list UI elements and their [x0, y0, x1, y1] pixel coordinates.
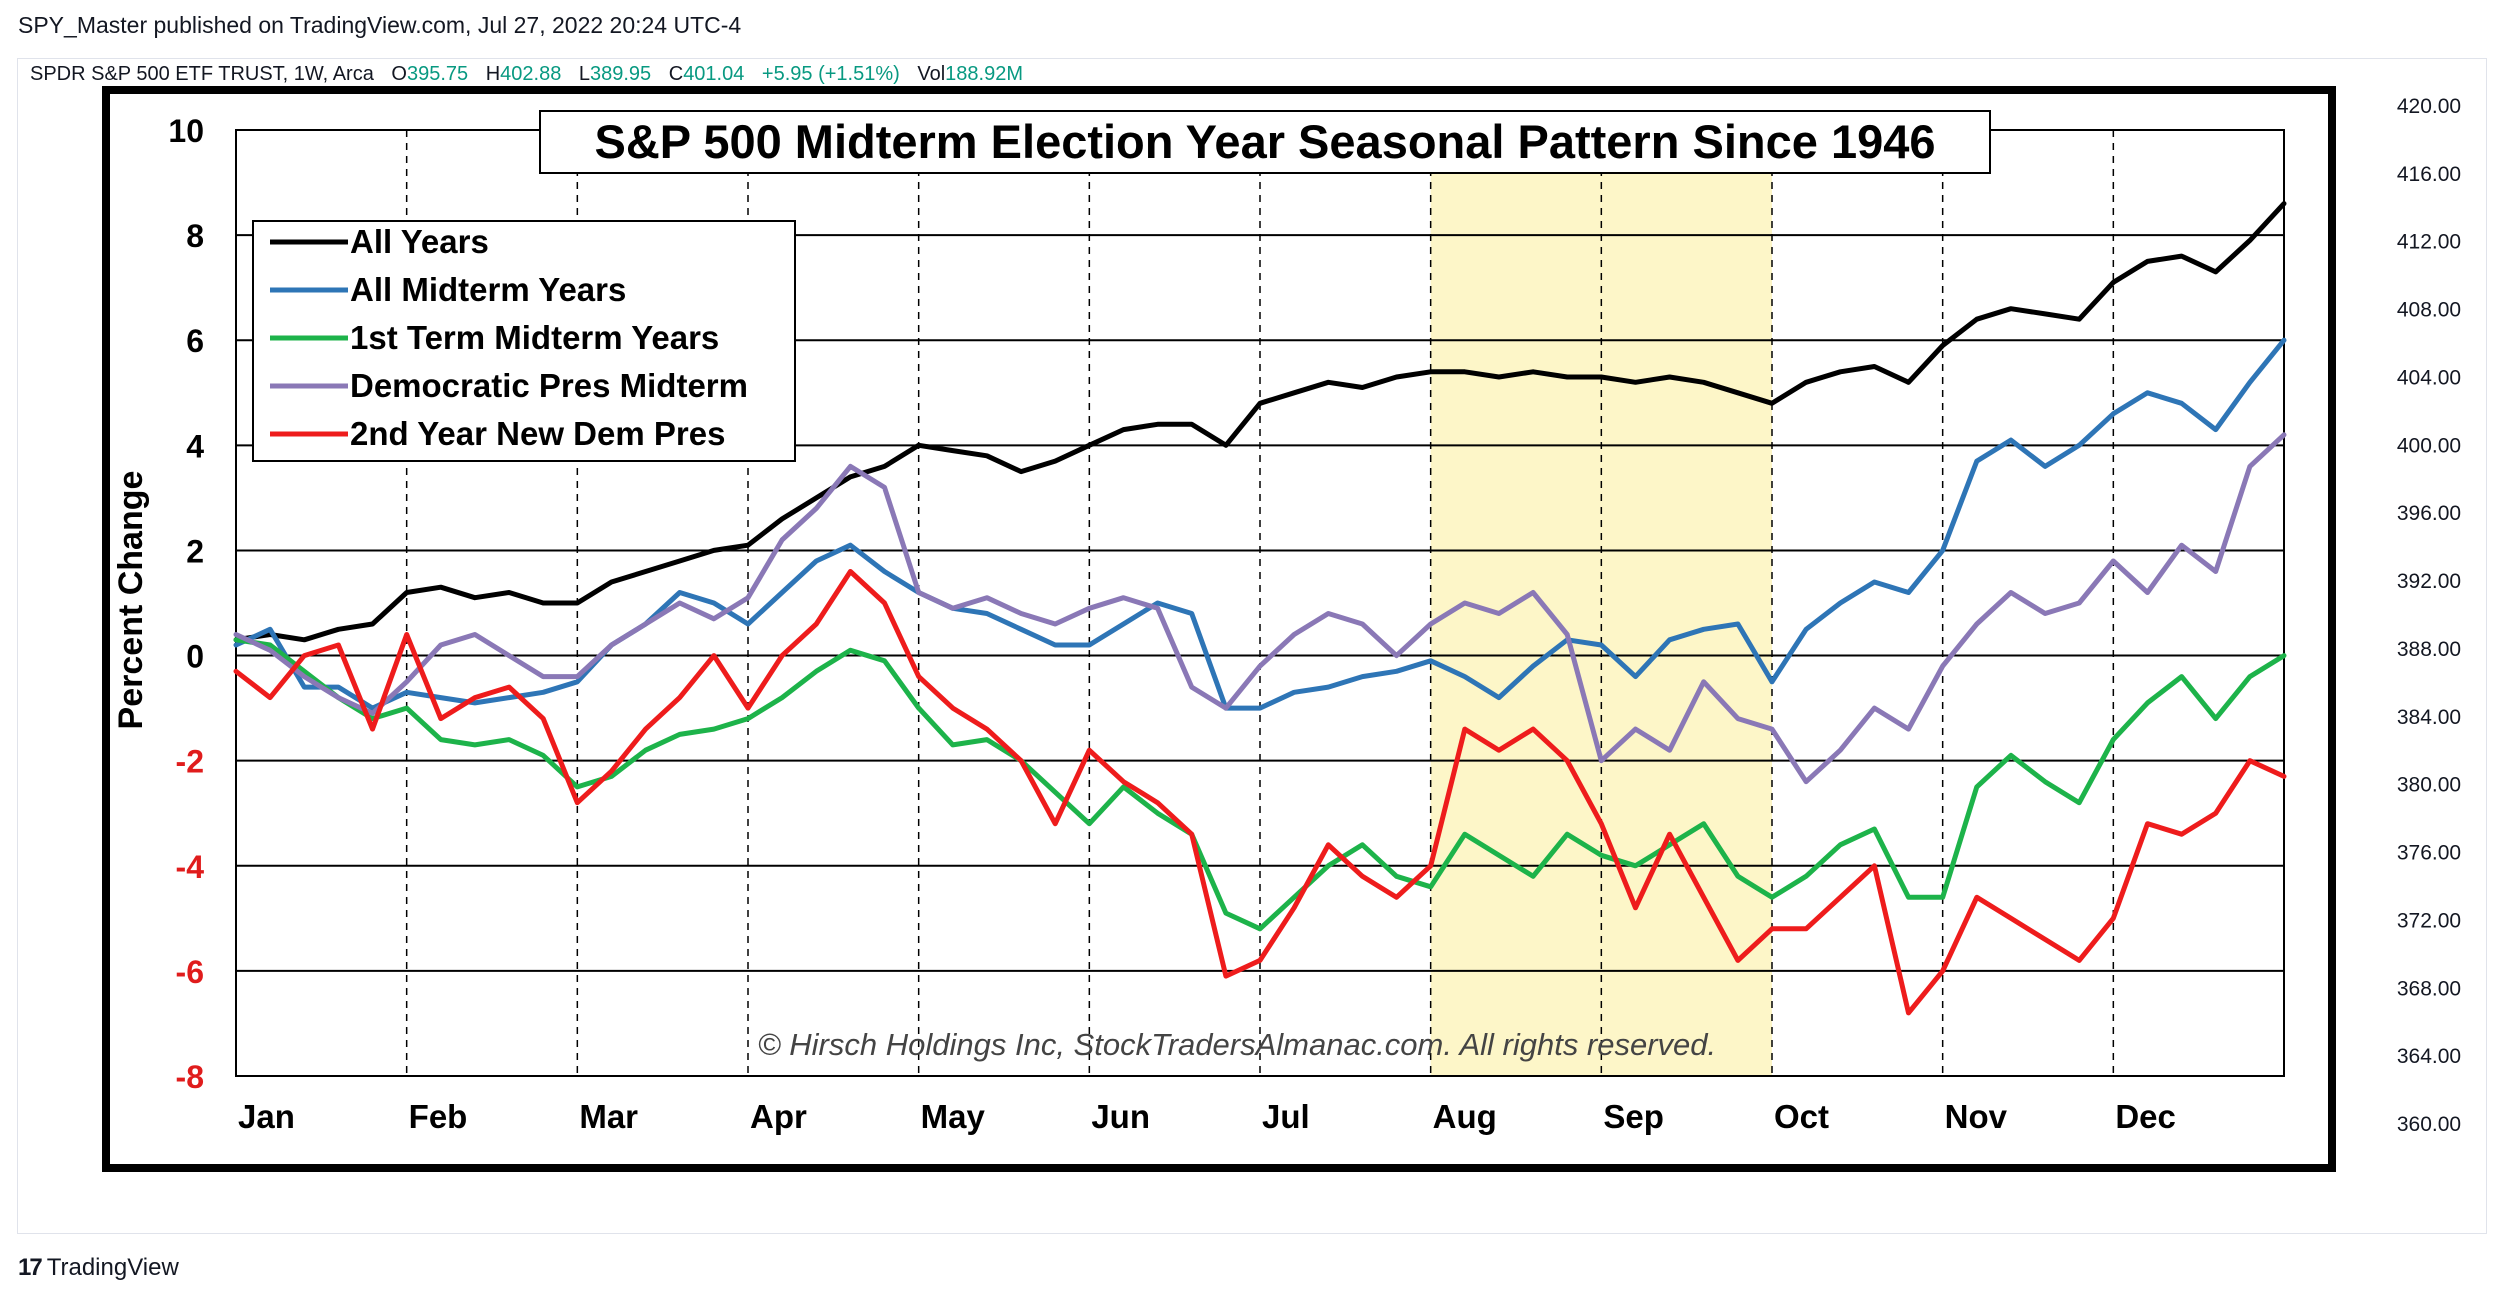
x-tick-label-feb: Feb [409, 1098, 468, 1135]
y-axis-ticks: 10 8 6 4 2 0 -2 -4 -6 -8 [168, 113, 204, 1095]
y-axis-label: Percent Change [112, 471, 150, 730]
x-tick-label-aug: Aug [1433, 1098, 1497, 1135]
series-line-3 [233, 432, 2287, 785]
legend-label-3: Democratic Pres Midterm [350, 367, 748, 404]
series-line-4 [233, 569, 2287, 1016]
title-box [539, 110, 1991, 174]
y-tick-label-9: -8 [176, 1059, 204, 1095]
y-tick-label-6: -2 [176, 744, 204, 780]
legend-label-1: All Midterm Years [350, 271, 626, 308]
price-tick-13: 368.00 [2397, 977, 2461, 1000]
price-tick-0: 420.00 [2397, 95, 2461, 118]
close-label: C [668, 63, 684, 85]
legend-label-2: 1st Term Midterm Years [350, 319, 719, 356]
x-tick-label-sep: Sep [1603, 1098, 1664, 1135]
high-value: 402.88 [500, 63, 562, 85]
change-value: +5.95 (+1.51%) [761, 63, 900, 85]
price-tick-15: 360.00 [2397, 1113, 2461, 1136]
y-tick-label-0: 10 [168, 113, 204, 149]
price-tick-5: 400.00 [2397, 434, 2461, 457]
legend-label-0: All Years [350, 223, 489, 260]
low-value: 389.95 [590, 63, 652, 85]
x-tick-label-apr: Apr [750, 1098, 807, 1135]
brand-label: TradingView [46, 1254, 179, 1281]
open-label: O [391, 63, 407, 85]
x-tick-label-may: May [921, 1098, 986, 1135]
price-tick-7: 392.00 [2397, 570, 2461, 593]
ticker-name: SPDR S&P 500 ETF TRUST, 1W, Arca [30, 63, 374, 85]
low-label: L [578, 63, 590, 85]
legend: All Years All Midterm Years 1st Term Midte… [270, 223, 748, 452]
tradingview-logo-icon: 17 [18, 1254, 43, 1281]
published-header: SPY_Master published on TradingView.com,… [18, 12, 742, 38]
series-line-2 [233, 637, 2287, 932]
chart-title: S&P 500 Midterm Election Year Seasonal P… [594, 115, 1935, 168]
price-tick-3: 408.00 [2397, 299, 2461, 322]
ticker-ohlc: SPDR S&P 500 ETF TRUST, 1W, Arca O395.75… [30, 63, 1023, 86]
price-tick-9: 384.00 [2397, 706, 2461, 729]
series-line-0 [233, 201, 2287, 643]
high-label: H [485, 63, 501, 85]
legend-box [252, 220, 796, 462]
price-tick-14: 364.00 [2397, 1045, 2461, 1068]
open-value: 395.75 [406, 63, 469, 85]
y-tick-label-2: 6 [186, 323, 204, 359]
x-tick-label-jun: Jun [1091, 1098, 1150, 1135]
series-line-1 [233, 337, 2287, 711]
price-tick-11: 376.00 [2397, 842, 2461, 865]
price-axis: 420.00 416.00 412.00 408.00 404.00 400.00 396.… [2397, 95, 2461, 1136]
price-tick-4: 404.00 [2397, 366, 2461, 389]
x-tick-label-nov: Nov [1945, 1098, 2008, 1135]
x-tick-label-oct: Oct [1774, 1098, 1829, 1135]
y-tick-label-5: 0 [186, 639, 204, 675]
x-tick-label-jan: Jan [238, 1098, 295, 1135]
price-tick-6: 396.00 [2397, 502, 2461, 525]
close-value: 401.04 [683, 63, 745, 85]
y-tick-label-1: 8 [186, 218, 204, 254]
price-tick-10: 380.00 [2397, 774, 2461, 797]
y-tick-label-4: 2 [186, 533, 204, 569]
price-tick-1: 416.00 [2397, 163, 2461, 186]
price-tick-8: 388.00 [2397, 638, 2461, 661]
y-tick-label-8: -6 [176, 954, 204, 990]
legend-label-4: 2nd Year New Dem Pres [350, 415, 725, 452]
volume-label: Vol [917, 63, 946, 85]
price-tick-2: 412.00 [2397, 231, 2461, 254]
volume-value: 188.92M [945, 63, 1024, 85]
copyright-watermark: © Hirsch Holdings Inc, StockTradersAlman… [758, 1027, 1716, 1062]
x-axis-ticks: Jan Feb Mar Apr May Jun Jul Aug Sep Oct Nov Dec [238, 1098, 2176, 1135]
series-lines [233, 201, 2287, 1016]
x-tick-label-mar: Mar [579, 1098, 638, 1135]
x-tick-label-jul: Jul [1262, 1098, 1310, 1135]
y-tick-label-3: 4 [186, 428, 204, 464]
chart-frame [17, 58, 2487, 1234]
x-tick-label-dec: Dec [2115, 1098, 2176, 1135]
y-tick-label-7: -4 [176, 849, 205, 885]
price-tick-12: 372.00 [2397, 909, 2461, 932]
tradingview-brand: 17 TradingView [18, 1254, 179, 1282]
